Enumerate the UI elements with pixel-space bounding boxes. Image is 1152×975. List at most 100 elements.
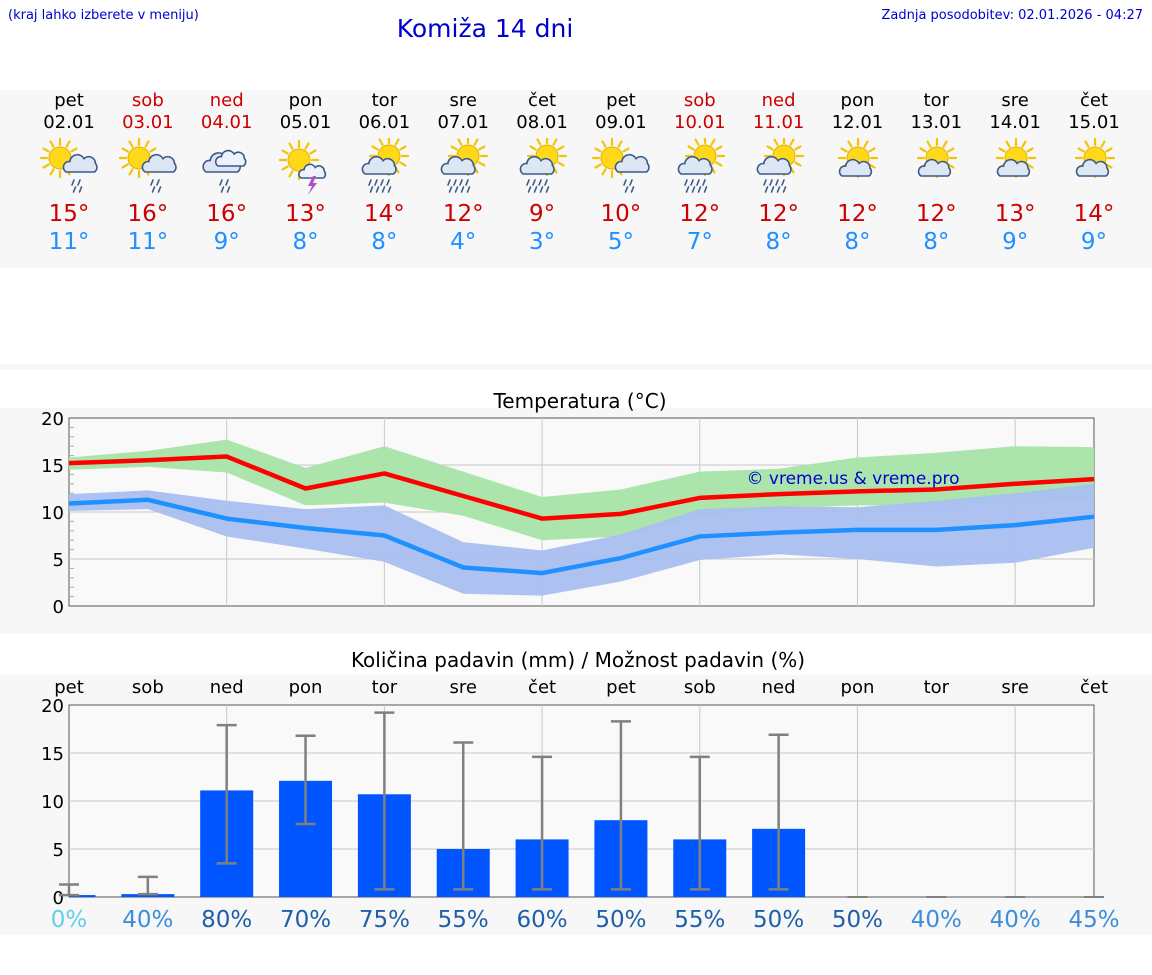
day-weekday: pet [54,90,84,111]
precipitation-probability-label: 60% [517,907,568,933]
day-min-temp: 11° [48,229,90,255]
day-min-temp: 8° [765,229,792,255]
precipitation-probability-label: 55% [674,907,725,933]
day-column: čet 08.01 9° 3° [502,90,582,256]
day-weekday: pon [288,90,323,111]
day-column: sob 03.01 16° 11° [108,90,188,256]
day-weekday: pet [606,90,636,111]
day-max-temp: 16° [127,201,169,227]
day-max-temp: 15° [48,201,90,227]
day-date: 08.01 [516,112,568,133]
precipitation-probability-label: 0% [51,907,88,933]
sun-heavy-rain-icon [519,138,568,193]
precipitation-probability-label: 70% [280,907,331,933]
day-date: 05.01 [279,112,332,133]
precipitation-y-tick-label: 10 [41,792,64,813]
day-date: 07.01 [437,112,489,133]
day-weekday: tor [371,90,398,111]
last-updated: Zadnja posodobitev: 02.01.2026 - 04:27 [881,8,1143,23]
day-weekday: sob [131,90,164,111]
day-forecast-row: pet 02.01 15° 11° sob 03.01 16° 11° ned 04… [0,90,1152,268]
precipitation-probability-label: 50% [753,907,804,933]
precipitation-bar [121,894,175,897]
precipitation-chart-title: Količina padavin (mm) / Možnost padavin … [351,648,805,672]
precipitation-chart: Količina padavin (mm) / Možnost padavin … [41,648,1119,933]
precipitation-probability-label: 45% [1068,907,1119,933]
precipitation-day-label: čet [528,677,556,698]
day-date: 06.01 [358,112,411,133]
day-weekday: čet [1079,90,1109,111]
day-max-temp: 12° [442,201,484,227]
day-date: 09.01 [595,112,647,133]
sun-cloud-rain-icon [591,138,650,193]
day-column: pet 02.01 15° 11° [29,90,109,256]
day-date: 15.01 [1068,112,1120,133]
day-max-temp: 12° [915,201,957,227]
precipitation-y-tick-label: 5 [53,840,64,861]
precipitation-probability-label: 50% [832,907,883,933]
day-date: 12.01 [831,112,884,133]
day-max-temp: 13° [285,201,326,227]
precipitation-probability-label: 80% [201,907,252,933]
precipitation-day-label: sob [684,677,716,698]
day-column: tor 13.01 12° 8° [896,90,976,256]
day-date: 10.01 [674,112,726,133]
day-min-temp: 8° [292,229,319,255]
day-weekday: ned [209,90,244,111]
day-column: pon 05.01 13° 8° [266,90,346,256]
day-weekday: sob [683,90,716,111]
precipitation-probability-label: 40% [990,907,1041,933]
precipitation-bar [69,895,96,897]
temperature-y-tick-label: 10 [41,503,64,524]
precipitation-probability-label: 75% [359,907,410,933]
max-temperature-line [68,454,1095,521]
day-min-temp: 3° [528,229,556,255]
day-min-temp: 8° [844,229,871,255]
precipitation-day-label: pon [841,677,875,698]
precipitation-day-label: ned [762,677,796,698]
location-hint: (kraj lahko izberete v meniju) [8,8,199,23]
day-column: ned 11.01 12° 8° [739,90,819,256]
day-column: tor 06.01 14° 8° [344,90,424,256]
day-max-temp: 13° [994,201,1036,227]
sun-cloud-icon [1074,138,1116,179]
day-max-temp: 14° [1073,201,1115,227]
sun-cloud-rain-icon [118,138,177,193]
sun-cloud-icon [996,138,1037,179]
sun-cloud-icon [917,138,958,179]
sun-cloud-rain-icon [39,138,98,193]
precipitation-day-label: pon [289,677,323,698]
precipitation-day-label: tor [924,677,950,698]
day-column: pon 12.01 12° 8° [817,90,897,256]
day-weekday: sre [1001,90,1029,111]
precipitation-day-label: pet [54,677,84,698]
precipitation-probability-label: 55% [438,907,489,933]
max-temperature-range-band [69,439,1094,541]
day-max-temp: 9° [528,201,556,227]
day-max-temp: 10° [600,201,642,227]
precipitation-day-label: čet [1080,677,1108,698]
day-date: 11.01 [752,112,805,133]
precipitation-day-label: sre [1001,677,1028,698]
temperature-y-tick-label: 15 [41,456,64,477]
precipitation-day-label: sob [132,677,164,698]
temperature-y-tick-label: 5 [53,550,64,571]
day-max-temp: 16° [206,201,248,227]
day-weekday: pon [840,90,875,111]
day-min-temp: 7° [686,229,713,255]
min-temperature-line [68,497,1095,576]
cloud-rain-icon [202,149,247,193]
sun-heavy-rain-icon [440,138,489,193]
precipitation-probability-label: 40% [911,907,962,933]
precipitation-y-tick-label: 15 [41,744,64,765]
min-temperature-range-band [69,483,1094,596]
day-column: sre 07.01 12° 4° [423,90,503,256]
day-column: ned 04.01 16° 9° [187,90,267,256]
day-weekday: sre [449,90,477,111]
day-min-temp: 9° [1080,229,1108,255]
day-max-temp: 12° [837,201,878,227]
day-date: 14.01 [989,112,1041,133]
precipitation-y-tick-label: 20 [41,696,64,717]
day-column: sob 10.01 12° 7° [660,90,740,256]
temperature-chart-title: Temperatura (°C) [492,389,666,413]
